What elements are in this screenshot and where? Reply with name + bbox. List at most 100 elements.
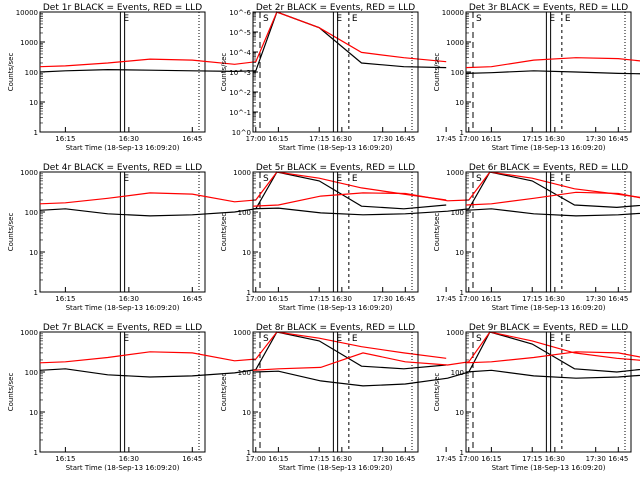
y-tick-label: 10 <box>455 99 464 107</box>
y-tick-label: 100 <box>25 369 38 377</box>
x-tick-label: 16:45 <box>395 455 415 463</box>
y-tick-label: 10000 <box>16 9 38 17</box>
y-tick-label: 100 <box>25 209 38 217</box>
x-tick-label: 17:45 <box>436 295 456 303</box>
event-marker: E <box>123 14 129 24</box>
x-axis-label: Start Time (18-Sep-13 16:09:20) <box>279 304 393 312</box>
x-tick-label: 17:15 <box>309 295 329 303</box>
y-axis-label: Counts/sec <box>7 213 15 252</box>
y-axis-label: Counts/sec <box>220 53 228 92</box>
event-marker: S <box>476 174 482 184</box>
y-tick-label: 100 <box>238 369 251 377</box>
x-tick-label: 17:00 <box>459 135 479 143</box>
x-axis-label: Start Time (18-Sep-13 16:09:20) <box>279 144 393 152</box>
y-tick-label: 1 <box>247 289 251 297</box>
y-tick-label: 1000 <box>446 329 464 337</box>
x-tick-label: 17:15 <box>522 295 542 303</box>
y-tick-label: 10^0 <box>232 129 251 137</box>
event-marker: E <box>352 334 358 344</box>
series-line-lld <box>39 171 447 205</box>
y-tick-label: 100 <box>238 209 251 217</box>
y-tick-label: 1000 <box>20 329 38 337</box>
series-line-events <box>252 331 640 387</box>
event-marker: E <box>549 334 555 344</box>
x-axis-label: Start Time (18-Sep-13 16:09:20) <box>66 464 180 472</box>
series-line-events <box>465 70 640 75</box>
chart-title: Det 1r BLACK = Events, RED = LLD <box>43 3 202 13</box>
y-tick-label: 10^-5 <box>229 29 251 37</box>
y-tick-label: 10^-2 <box>229 89 251 97</box>
x-tick-label: 16:30 <box>545 135 565 143</box>
y-tick-label: 10^-1 <box>229 109 251 117</box>
x-tick-label: 17:30 <box>373 455 393 463</box>
plot-frame <box>39 331 206 453</box>
series-line-lld <box>465 351 640 364</box>
y-tick-label: 1000 <box>446 39 464 47</box>
x-axis-label: Start Time (18-Sep-13 16:09:20) <box>492 144 606 152</box>
y-tick-label: 1 <box>34 289 38 297</box>
x-tick-label: 16:30 <box>332 135 352 143</box>
y-tick-label: 1 <box>460 289 464 297</box>
x-tick-label: 16:15 <box>55 135 75 143</box>
y-tick-label: 100 <box>451 209 464 217</box>
y-tick-label: 100 <box>451 369 464 377</box>
x-tick-label: 16:45 <box>182 295 202 303</box>
plot-frame <box>465 171 632 293</box>
x-tick-label: 17:00 <box>246 135 266 143</box>
y-tick-label: 1000 <box>446 169 464 177</box>
x-tick-label: 16:30 <box>119 295 139 303</box>
y-axis-label: Counts/sec <box>220 373 228 412</box>
x-tick-label: 16:30 <box>545 295 565 303</box>
event-marker: S <box>263 174 269 184</box>
x-tick-label: 17:30 <box>586 135 606 143</box>
x-tick-label: 17:30 <box>586 455 606 463</box>
x-tick-label: 16:15 <box>268 295 288 303</box>
y-axis-label: Counts/sec <box>433 53 441 92</box>
y-axis-label: Counts/sec <box>433 213 441 252</box>
y-tick-label: 1000 <box>20 169 38 177</box>
event-marker: S <box>263 14 269 24</box>
series-line-events <box>39 11 447 73</box>
x-tick-label: 17:15 <box>522 455 542 463</box>
x-tick-label: 16:45 <box>608 455 628 463</box>
y-axis-label: Counts/sec <box>7 373 15 412</box>
y-tick-label: 10 <box>455 249 464 257</box>
x-tick-label: 16:30 <box>332 295 352 303</box>
event-marker: E <box>123 334 129 344</box>
plot-frame <box>252 11 419 133</box>
series-line-lld <box>39 331 447 364</box>
x-tick-label: 17:45 <box>436 135 456 143</box>
x-tick-label: 16:45 <box>608 135 628 143</box>
y-tick-label: 10 <box>455 409 464 417</box>
y-tick-label: 10 <box>242 249 251 257</box>
event-marker: E <box>565 14 571 24</box>
y-tick-label: 10 <box>29 99 38 107</box>
x-tick-label: 17:45 <box>436 455 456 463</box>
y-tick-label: 100 <box>451 69 464 77</box>
x-tick-label: 17:00 <box>246 455 266 463</box>
event-marker: E <box>336 14 342 24</box>
y-tick-label: 1 <box>460 449 464 457</box>
x-tick-label: 16:45 <box>182 135 202 143</box>
x-tick-label: 16:15 <box>55 455 75 463</box>
series-line-lld <box>39 11 447 68</box>
x-tick-label: 16:45 <box>608 295 628 303</box>
series-line-lld <box>252 331 640 371</box>
x-tick-label: 16:45 <box>182 455 202 463</box>
chart-title: Det 6r BLACK = Events, RED = LLD <box>469 163 628 173</box>
y-tick-label: 10^-6 <box>229 9 251 17</box>
chart-title: Det 3r BLACK = Events, RED = LLD <box>469 3 628 13</box>
x-tick-label: 16:30 <box>545 455 565 463</box>
x-tick-label: 17:30 <box>373 295 393 303</box>
y-tick-label: 10 <box>29 249 38 257</box>
x-tick-label: 17:15 <box>522 135 542 143</box>
y-tick-label: 1 <box>34 449 38 457</box>
plot-frame <box>465 331 632 453</box>
series-line-events <box>465 369 640 379</box>
y-tick-label: 1 <box>34 129 38 137</box>
series-line-events <box>39 331 447 378</box>
y-tick-label: 10^-4 <box>229 49 251 57</box>
y-tick-label: 10 <box>242 409 251 417</box>
series-line-lld <box>252 171 640 207</box>
